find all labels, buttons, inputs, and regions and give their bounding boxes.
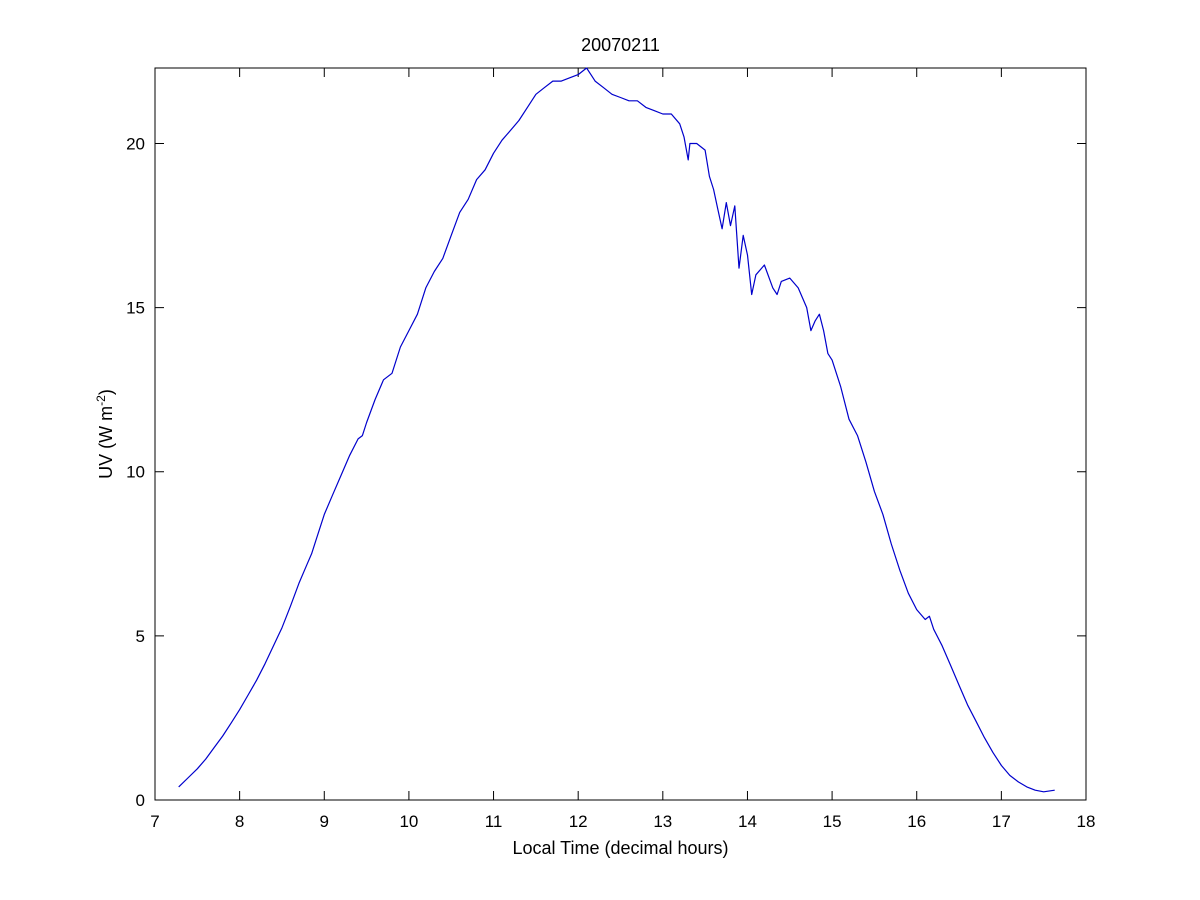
x-tick-label-1: 8 <box>235 812 244 831</box>
chart-title: 20070211 <box>581 35 660 55</box>
y-axis-label-close: ) <box>96 389 116 395</box>
y-tick-label-3: 15 <box>126 299 145 318</box>
x-tick-label-9: 16 <box>907 812 926 831</box>
x-tick-label-5: 12 <box>569 812 588 831</box>
y-axis-label-superscript: -2 <box>94 395 108 406</box>
y-tick-label-4: 20 <box>126 134 145 153</box>
x-tick-label-2: 9 <box>320 812 329 831</box>
x-axis-label: Local Time (decimal hours) <box>512 838 728 858</box>
y-tick-label-0: 0 <box>136 791 145 810</box>
x-tick-label-8: 15 <box>823 812 842 831</box>
x-axis-ticks: 7 8 9 10 11 12 13 14 15 16 17 18 <box>150 68 1095 831</box>
plot-area <box>154 67 1087 801</box>
x-tick-label-4: 11 <box>485 812 503 831</box>
x-tick-label-11: 18 <box>1077 812 1096 831</box>
y-tick-label-1: 5 <box>136 627 145 646</box>
y-axis-label: UV (W m-2) <box>94 389 116 479</box>
x-tick-label-0: 7 <box>150 812 159 831</box>
x-tick-label-10: 17 <box>992 812 1011 831</box>
y-axis-ticks: 0 5 10 15 20 <box>126 134 1086 810</box>
x-tick-label-3: 10 <box>399 812 418 831</box>
y-axis-label-main: UV (W m <box>96 406 116 479</box>
x-tick-label-6: 13 <box>653 812 672 831</box>
uv-series-line <box>178 67 1055 793</box>
y-tick-label-2: 10 <box>126 463 145 482</box>
x-tick-label-7: 14 <box>738 812 757 831</box>
